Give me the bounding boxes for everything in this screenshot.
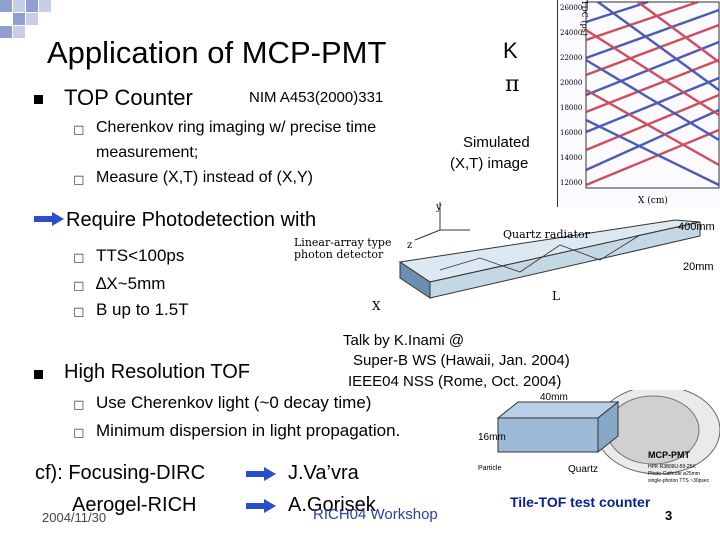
top-detector-diagram: y z Quartz radiator Linear-array type ph… [280,200,720,313]
tof-item-1: Use Cherenkov light (~0 decay time) [96,393,372,412]
tof-item-2: Minimum dispersion in light propagation. [96,421,401,440]
talk-line-1: Talk by K.Inami @ [343,332,465,349]
tof-heading: High Resolution TOF [64,361,251,383]
pmt-name-label: MCP-PMT [648,450,690,460]
corner-square [13,13,25,25]
plot-y-tick: 16000 [560,129,582,137]
require-heading: Require Photodetection with [66,209,317,231]
plot-y-tick: 12000 [560,179,582,187]
plot-y-tick: 22000 [560,54,582,62]
sub-bullet-icon: ◻ [73,121,85,137]
array-label-1: Linear-array type [294,236,391,249]
particle-label: Particle [478,465,501,472]
cf-line2-right: A.Gorisek [288,494,376,516]
simulated-label-2: (X,T) image [450,155,529,172]
axis-z-label: z [407,240,412,251]
corner-square [0,26,12,38]
top-item-1b: measurement; [96,144,199,161]
pion-label: π [505,72,520,97]
mcp-pmt-diagram: 40mm 16mm Particle Quartz MCP-PMT HPK R3… [478,385,720,490]
cf-line1-right: J.Va’vra [288,462,359,484]
bullet-square [34,95,43,104]
require-item-3: B up to 1.5T [96,300,189,319]
sub-bullet-icon: ◻ [73,171,85,187]
plot-y-tick: 24000 [560,29,582,37]
page-number: 3 [665,508,673,523]
arrow-right-icon [34,212,64,226]
sub-bullet-icon: ◻ [73,396,85,412]
arrow-right-icon [246,499,276,513]
arrow-right-icon [246,467,276,481]
plot-x-axis-label: X (cm) [638,195,668,206]
reference-citation: NIM A453(2000)331 [249,89,384,106]
talk-line-2: Super-B WS (Hawaii, Jan. 2004) [353,352,570,369]
quartz-label: Quartz [568,464,598,475]
plot-svg: TDC (ps) 26000 24000 22000 20000 18000 1… [560,0,720,206]
plot-y-tick: 26000 [560,4,582,12]
slide-title: Application of MCP-PMT [47,35,387,70]
pmt-spec-3: single-photon TTS ~30psec [648,478,710,484]
cf-line1-left: cf): Focusing-DIRC [35,462,206,484]
sub-bullet-icon: ◻ [73,249,85,265]
corner-square [13,0,25,12]
top-counter-heading: TOP Counter [64,85,193,110]
require-item-2: ∆X~5mm [96,274,166,293]
quartz-radiator-label: Quartz radiator [503,228,591,241]
plot-y-tick: 18000 [560,104,582,112]
plot-y-tick: 14000 [560,154,582,162]
corner-square [13,26,25,38]
cf-line2-left: Aerogel-RICH [72,494,197,516]
sub-bullet-icon: ◻ [73,303,85,319]
top-item-2: Measure (X,T) instead of (X,Y) [96,169,313,186]
axis-y-label: y [435,202,442,213]
dim-16-label: 16mm [478,432,506,443]
pmt-svg: 40mm 16mm Particle Quartz MCP-PMT HPK R3… [478,385,720,484]
x-position-label: X [372,299,381,312]
plot-y-axis-label: TDC (ps) [580,0,589,36]
dim-40-label: 40mm [540,392,568,403]
detector-svg: y z Quartz radiator Linear-array type ph… [294,202,715,313]
width-dimension: 400mm [678,221,715,233]
corner-square [26,13,38,25]
bullet-square [34,370,43,379]
corner-square [0,0,12,12]
pmt-spec-1: HPK R3809U-50-25X [648,464,696,470]
pmt-spec-2: Photo-Cathode ø25mm [648,471,700,477]
array-label-2: photon detector [294,248,384,261]
footer-workshop: RICH04 Workshop [313,506,438,523]
corner-square [26,0,38,12]
tile-tof-caption: Tile-TOF test counter [510,494,651,510]
simulated-xt-plot: TDC (ps) 26000 24000 22000 20000 18000 1… [557,0,720,207]
plot-y-tick: 20000 [560,79,582,87]
talk-line-3: IEEE04 NSS (Rome, Oct. 2004) [348,373,562,390]
require-item-1: TTS<100ps [96,246,185,265]
length-label: L [552,289,560,303]
sub-bullet-icon: ◻ [73,424,85,440]
footer-date: 2004/11/30 [42,510,107,525]
simulated-label-1: Simulated [463,134,530,151]
kaon-label: K [503,38,518,63]
top-item-1: Cherenkov ring imaging w/ precise time [96,119,377,136]
sub-bullet-icon: ◻ [73,277,85,293]
corner-square [39,0,51,12]
thickness-dimension: 20mm [683,261,714,273]
